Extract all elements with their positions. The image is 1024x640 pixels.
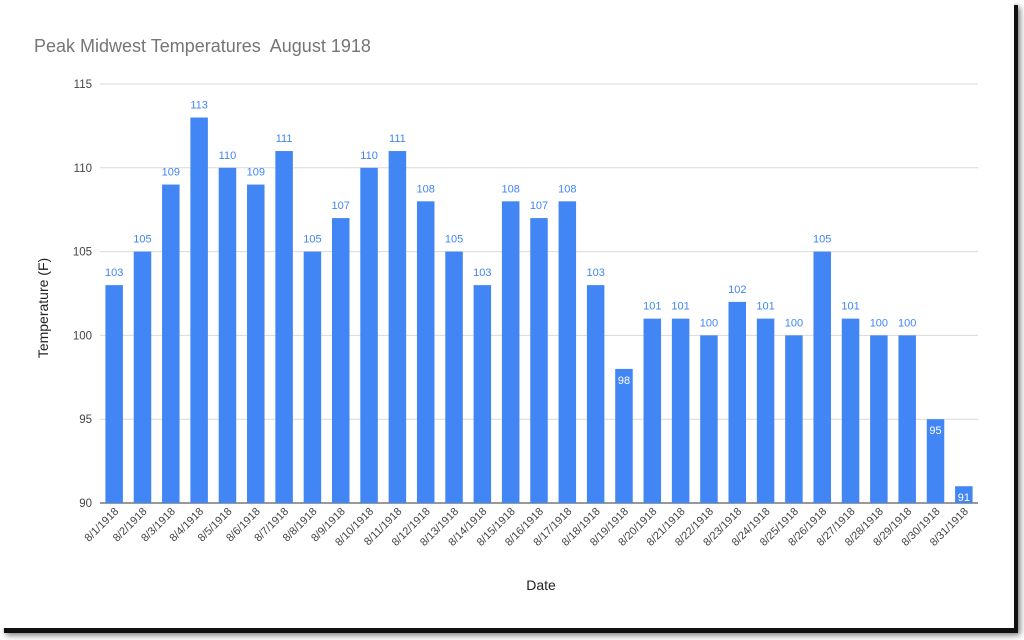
data-label: 113 [190,100,208,112]
data-labels: 103 105 109 113 110 109 111 105 107 110 111 108 105 1… [105,100,970,505]
bar [190,117,208,504]
data-label: 109 [247,167,265,179]
data-label: 103 [105,267,123,279]
data-label: 105 [133,234,151,246]
bar [586,285,605,503]
data-label: 98 [618,375,630,387]
data-label: 100 [700,317,718,329]
data-label: 111 [389,133,406,145]
bar [530,218,548,503]
bar [133,251,152,503]
data-label: 111 [276,133,293,145]
data-label: 100 [785,317,803,329]
data-label: 95 [929,425,941,437]
bar [105,285,123,503]
data-label: 101 [756,301,774,313]
bar [756,318,775,503]
chart-frame: Peak Midwest Temperatures August 1918 90… [34,36,978,593]
y-axis-title: Temperature (F) [35,258,51,358]
data-label: 110 [219,150,237,162]
bar [926,419,945,503]
data-label: 100 [898,317,916,329]
bars [105,117,973,504]
y-tick-label: 90 [79,498,92,510]
bar [813,251,831,503]
bar [700,335,718,503]
data-label: 110 [360,150,378,162]
bar [643,318,662,503]
data-label: 100 [870,317,888,329]
data-label: 102 [728,284,746,296]
y-axis-ticks: 90 95 100 105 110 115 [73,79,92,510]
bar [898,335,916,503]
bar [331,218,350,503]
bar [473,285,492,503]
bar [955,486,973,503]
bar [870,335,888,503]
y-tick-label: 110 [74,163,92,175]
bar [728,301,747,503]
data-label: 108 [501,183,519,195]
data-label: 105 [303,234,321,246]
data-label: 91 [958,492,970,504]
bar [303,251,322,503]
bar [388,151,407,504]
data-label: 103 [473,267,491,279]
bar [247,184,265,503]
y-tick-label: 115 [74,79,92,91]
bar [841,318,860,503]
x-axis-ticks: 8/1/19188/2/19188/3/19188/4/19188/5/1918… [83,506,971,549]
bar [671,318,690,503]
bar [218,167,237,504]
data-label: 105 [445,234,463,246]
data-label: 101 [841,301,859,313]
data-label: 107 [332,200,350,212]
x-axis-title: Date [526,577,556,593]
data-label: 107 [530,200,548,212]
bar [501,201,520,503]
bar [785,335,803,503]
bar [615,368,633,503]
bar [416,201,435,503]
bar [360,167,378,504]
y-tick-label: 100 [73,330,92,342]
data-label: 109 [162,167,180,179]
data-label: 103 [586,267,604,279]
y-tick-label: 95 [79,414,92,426]
bar [558,201,577,503]
data-label: 101 [643,301,661,313]
y-tick-label: 105 [73,247,92,259]
data-label: 105 [813,234,831,246]
data-label: 108 [417,183,435,195]
bar [162,184,180,503]
bar [275,151,293,504]
bar [445,251,463,503]
chart-title: Peak Midwest Temperatures August 1918 [34,36,371,56]
data-label: 101 [671,301,689,313]
data-label: 108 [558,183,576,195]
